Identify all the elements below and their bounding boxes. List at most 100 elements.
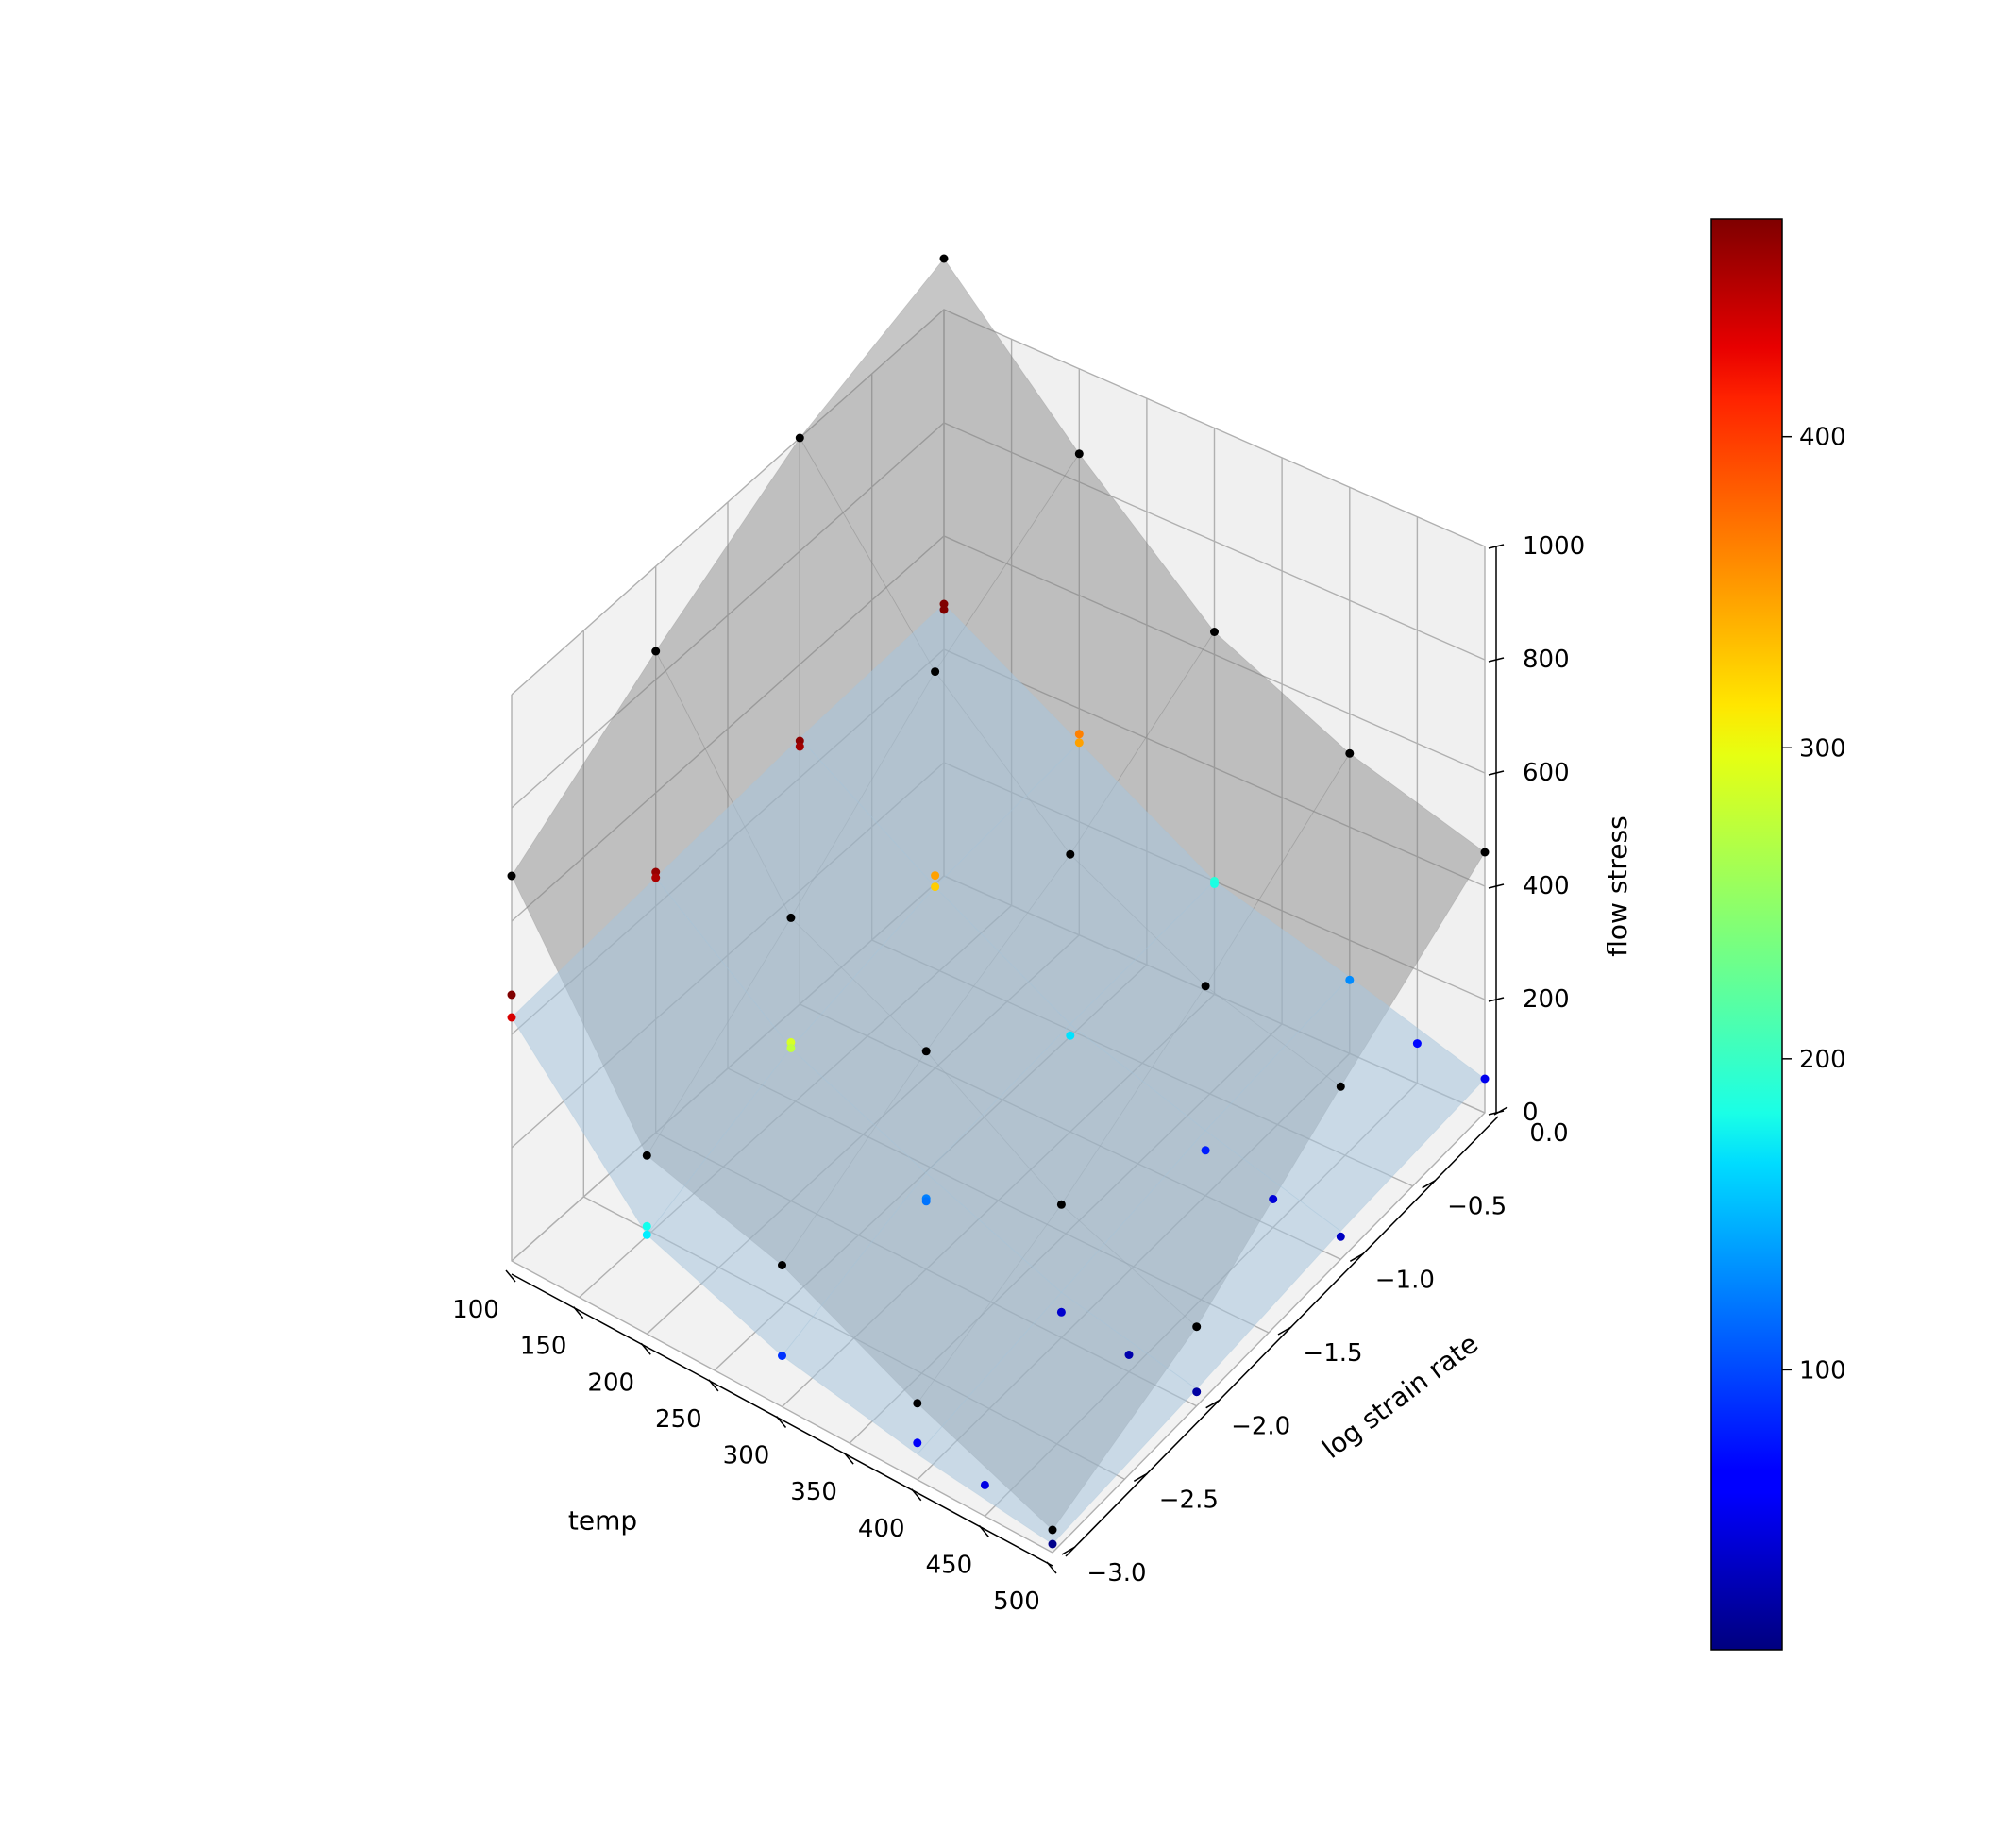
z-tick-label: 0 — [1523, 1099, 1539, 1127]
colorbar-tick-label: 300 — [1799, 734, 1846, 763]
colored-point — [1124, 1351, 1134, 1359]
colored-point — [1269, 1195, 1278, 1203]
black-point — [651, 647, 661, 656]
black-point — [913, 1399, 922, 1408]
z-tick — [1488, 883, 1505, 889]
x-tick-label: 300 — [723, 1442, 770, 1470]
colored-point — [1201, 1146, 1210, 1155]
colored-point — [1345, 975, 1355, 984]
gridline-z — [511, 309, 1486, 696]
colored-point — [507, 1013, 516, 1022]
black-point — [642, 1151, 651, 1160]
z-tick-label: 800 — [1523, 646, 1570, 674]
x-tick — [775, 1416, 787, 1428]
z-tick-label: 600 — [1523, 759, 1570, 787]
surfaces-layer — [511, 258, 1486, 1545]
colored-point — [1192, 1387, 1202, 1397]
x-tick-label: 350 — [790, 1478, 837, 1506]
black-point — [1056, 1200, 1066, 1209]
points-layer — [507, 254, 1490, 1549]
colorbar-gradient — [1710, 218, 1783, 1651]
colored-point — [1074, 738, 1084, 748]
y-tick — [1061, 1546, 1076, 1555]
x-tick — [911, 1488, 922, 1502]
tick-labels-layer: 100 150 200 250 300 350 400 450 500 −3.0 −2.5 −2.0 −… — [452, 532, 1585, 1616]
y-tick — [1133, 1472, 1148, 1482]
colored-point — [1074, 730, 1084, 739]
black-point — [1066, 849, 1075, 859]
z-tick-label: 200 — [1523, 985, 1570, 1014]
x-tick — [1046, 1561, 1057, 1574]
black-point — [1048, 1525, 1057, 1535]
z-tick — [1488, 657, 1505, 663]
black-point — [1336, 1082, 1345, 1091]
y-tick-label: −3.0 — [1086, 1559, 1146, 1588]
y-tick-label: −2.5 — [1159, 1486, 1219, 1514]
black-point — [507, 871, 516, 881]
black-point — [1201, 982, 1210, 991]
x-tick-label: 450 — [926, 1551, 973, 1579]
x-axis-label: temp — [568, 1505, 637, 1537]
colored-point — [1048, 1539, 1057, 1549]
colored-point — [980, 1480, 989, 1489]
y-tick-label: −0.5 — [1447, 1193, 1507, 1221]
black-point — [931, 667, 940, 677]
colored-point — [786, 1043, 796, 1052]
y-tick-label: −2.0 — [1231, 1413, 1290, 1441]
colored-point — [651, 873, 661, 882]
colored-point — [931, 882, 940, 892]
z-axis-label: flow stress — [1602, 815, 1633, 956]
black-point — [939, 254, 949, 263]
colored-point — [921, 1197, 931, 1206]
black-point — [1480, 848, 1490, 857]
y-tick — [1422, 1180, 1437, 1189]
colored-point — [1056, 1307, 1066, 1317]
x-tick — [843, 1452, 854, 1465]
x-tick-label: 150 — [520, 1333, 567, 1361]
colored-point — [1412, 1039, 1422, 1049]
colored-point — [1480, 1074, 1490, 1084]
colored-point — [931, 871, 940, 881]
y-tick-label: −1.0 — [1375, 1266, 1435, 1294]
gridline-z — [511, 422, 1486, 809]
y-tick-label: −1.5 — [1303, 1339, 1362, 1368]
black-point — [1210, 628, 1219, 636]
z-tick — [1488, 997, 1505, 1002]
colored-point — [913, 1438, 922, 1448]
gridline-z — [511, 535, 1486, 922]
z-tick-label: 1000 — [1523, 532, 1585, 561]
x-tick-label: 500 — [993, 1588, 1040, 1616]
z-tick — [1488, 544, 1505, 549]
colorbar-tick-label: 400 — [1799, 424, 1846, 452]
x-tick — [573, 1306, 584, 1319]
z-tick — [1488, 1110, 1505, 1116]
x-tick — [708, 1379, 719, 1392]
colored-point — [1336, 1232, 1345, 1241]
x-tick — [505, 1269, 516, 1283]
axes-lines — [505, 544, 1508, 1574]
y-tick — [1349, 1252, 1364, 1262]
black-point — [778, 1261, 786, 1269]
colored-point — [642, 1230, 651, 1239]
colored-point — [507, 990, 516, 1000]
x-tick-label: 250 — [655, 1405, 702, 1434]
x-axis-line — [511, 1273, 1053, 1567]
z-tick-label: 400 — [1523, 872, 1570, 900]
y-tick — [1277, 1326, 1292, 1336]
x-tick — [978, 1524, 989, 1537]
x-tick — [640, 1342, 651, 1355]
colored-point — [939, 599, 949, 609]
colored-point — [1210, 880, 1219, 888]
x-tick-label: 100 — [452, 1296, 499, 1324]
black-point — [1192, 1322, 1202, 1332]
black-point — [921, 1047, 931, 1056]
x-tick-label: 200 — [587, 1369, 634, 1397]
z-tick — [1488, 770, 1505, 776]
colorbar-tick-label: 100 — [1799, 1356, 1846, 1385]
surface-blue — [511, 603, 1486, 1545]
colorbar: 100 200 300 400 — [1710, 218, 1846, 1651]
black-point — [795, 433, 804, 443]
colored-point — [642, 1221, 651, 1231]
